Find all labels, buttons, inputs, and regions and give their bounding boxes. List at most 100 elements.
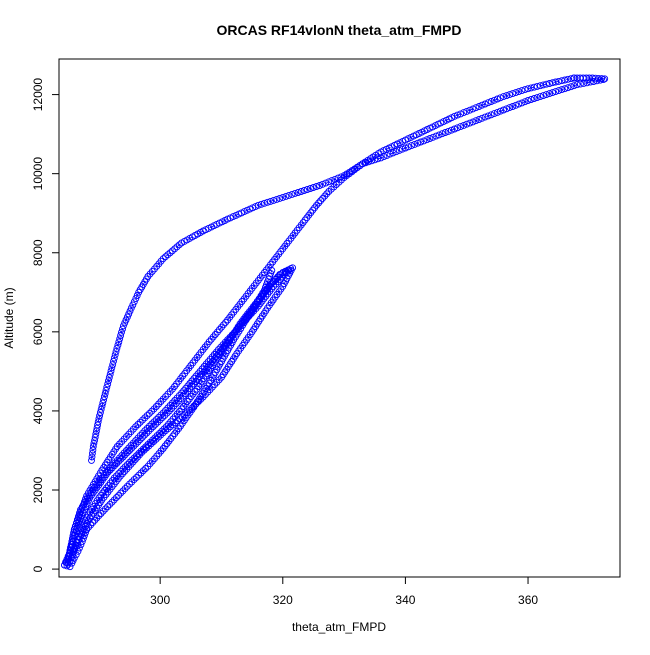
data-point <box>454 124 461 132</box>
data-point <box>99 399 107 407</box>
x-axis-label: theta_atm_FMPD <box>292 620 386 634</box>
data-point <box>317 197 325 205</box>
data-point <box>77 526 85 534</box>
data-point <box>552 88 560 96</box>
data-point <box>141 414 149 422</box>
data-point <box>451 112 458 120</box>
data-point <box>444 127 452 135</box>
data-point <box>564 84 572 92</box>
data-point <box>297 188 305 195</box>
data-point <box>330 183 338 191</box>
data-point <box>78 504 86 512</box>
data-point <box>121 485 129 493</box>
data-point <box>460 109 468 117</box>
data-point <box>153 432 161 440</box>
data-point <box>432 132 440 140</box>
data-point <box>481 113 489 121</box>
data-point <box>294 189 302 196</box>
data-point <box>586 78 594 86</box>
data-point <box>166 388 174 396</box>
data-point <box>322 179 330 187</box>
data-point <box>128 456 136 464</box>
data-point <box>74 516 82 524</box>
data-point <box>135 288 143 296</box>
data-point <box>484 112 492 120</box>
data-point <box>420 137 428 145</box>
y-tick-label: 12000 <box>31 78 45 112</box>
data-point <box>429 133 437 141</box>
data-point <box>309 184 317 191</box>
data-point <box>303 186 311 193</box>
data-point <box>119 487 127 495</box>
data-point <box>463 107 471 115</box>
data-point <box>194 370 202 378</box>
data-point <box>285 191 293 199</box>
data-point <box>88 456 95 464</box>
data-point <box>211 331 219 338</box>
data-point <box>75 513 83 521</box>
data-point <box>134 453 141 461</box>
data-point <box>264 198 271 206</box>
data-point <box>374 155 382 163</box>
data-point <box>274 278 282 286</box>
data-point <box>178 239 186 247</box>
data-point <box>144 441 152 448</box>
data-point <box>143 425 151 432</box>
data-point <box>125 463 133 471</box>
data-point <box>117 489 125 497</box>
data-point <box>195 398 202 405</box>
data-point <box>164 425 172 433</box>
data-point <box>478 101 486 109</box>
plot-frame <box>58 58 621 578</box>
data-point <box>447 126 455 134</box>
data-point <box>533 94 541 102</box>
data-point <box>518 99 526 107</box>
data-point <box>173 243 181 251</box>
data-point <box>88 449 96 457</box>
series-descent-1 <box>66 264 297 565</box>
data-point <box>573 81 581 89</box>
data-point <box>137 447 145 455</box>
data-point <box>145 442 153 450</box>
data-point <box>126 458 133 466</box>
data-point <box>325 178 333 186</box>
data-point <box>383 151 391 159</box>
data-point <box>593 77 601 85</box>
y-tick-label: 6000 <box>31 318 45 345</box>
data-point <box>136 418 144 426</box>
data-point <box>278 273 286 281</box>
data-point <box>160 425 168 433</box>
data-point <box>214 346 222 354</box>
data-point <box>281 271 288 279</box>
data-point <box>138 448 146 456</box>
data-point <box>328 177 336 185</box>
data-point <box>191 388 199 396</box>
data-point <box>97 405 105 413</box>
data-point <box>135 471 143 479</box>
data-point <box>368 157 376 165</box>
data-point <box>150 405 158 413</box>
data-point <box>408 142 415 150</box>
data-point <box>599 76 607 84</box>
data-point <box>512 101 520 109</box>
data-point <box>155 429 163 437</box>
data-point <box>100 393 108 401</box>
data-point <box>417 138 425 146</box>
x-tick-label: 300 <box>150 593 170 607</box>
x-tick-label: 320 <box>273 593 293 607</box>
series-high-climb <box>63 74 578 570</box>
data-point <box>316 182 324 189</box>
data-point <box>185 406 193 414</box>
data-point <box>481 100 489 108</box>
data-point <box>490 96 498 104</box>
data-point <box>155 413 163 421</box>
series-high-descent <box>88 76 607 464</box>
data-point <box>100 396 108 404</box>
y-tick-label: 10000 <box>31 157 45 191</box>
data-point <box>137 469 145 477</box>
data-point <box>73 519 81 527</box>
data-point <box>192 372 200 380</box>
data-point <box>119 465 127 473</box>
data-point <box>119 325 126 333</box>
data-point <box>323 190 331 198</box>
